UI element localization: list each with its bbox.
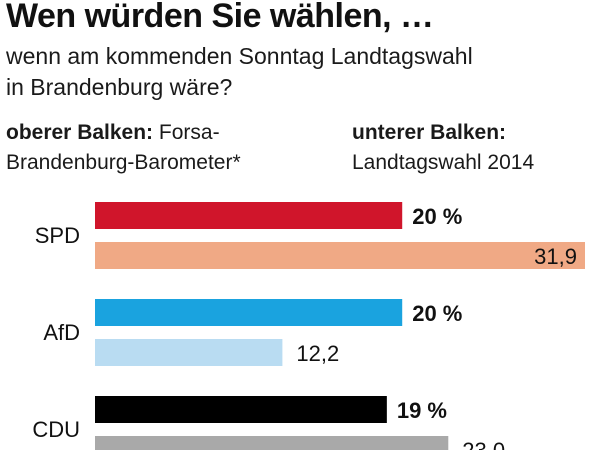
value-label-lower-afd: 12,2: [296, 341, 339, 366]
chart-subtitle-line-1: wenn am kommenden Sonntag Landtagswahl: [6, 43, 473, 69]
value-label-upper-spd: 20 %: [412, 204, 462, 229]
chart-title: Wen würden Sie wählen, …: [6, 0, 434, 35]
bar-lower-spd: [95, 242, 585, 269]
value-label-lower-cdu: 23,0: [462, 438, 505, 450]
legend-lower-name: Landtagswahl 2014: [352, 151, 535, 174]
bar-lower-cdu: [95, 436, 449, 450]
bar-lower-afd: [95, 339, 283, 366]
legend-lower-bar: unterer Balken:: [352, 120, 506, 146]
value-label-upper-cdu: 19 %: [397, 398, 447, 423]
legend-upper-name-part-1: Forsa-: [153, 121, 220, 144]
bar-upper-spd: [95, 202, 403, 229]
value-label-lower-spd: 31,9: [534, 244, 577, 269]
bar-upper-afd: [95, 299, 403, 326]
legend-upper-name-part-2: Brandenburg-Barometer*: [6, 151, 241, 174]
legend-lower-prefix: unterer Balken:: [352, 121, 507, 144]
value-label-upper-afd: 20 %: [412, 301, 462, 326]
legend-upper-bar: oberer Balken: Forsa-: [6, 120, 220, 146]
bar-upper-cdu: [95, 396, 387, 423]
category-label-spd: SPD: [35, 223, 80, 248]
chart-subtitle-line-2: in Brandenburg wäre?: [6, 74, 233, 100]
category-label-cdu: CDU: [32, 417, 80, 442]
category-label-afd: AfD: [43, 320, 80, 345]
legend-upper-prefix: oberer Balken:: [6, 121, 154, 144]
